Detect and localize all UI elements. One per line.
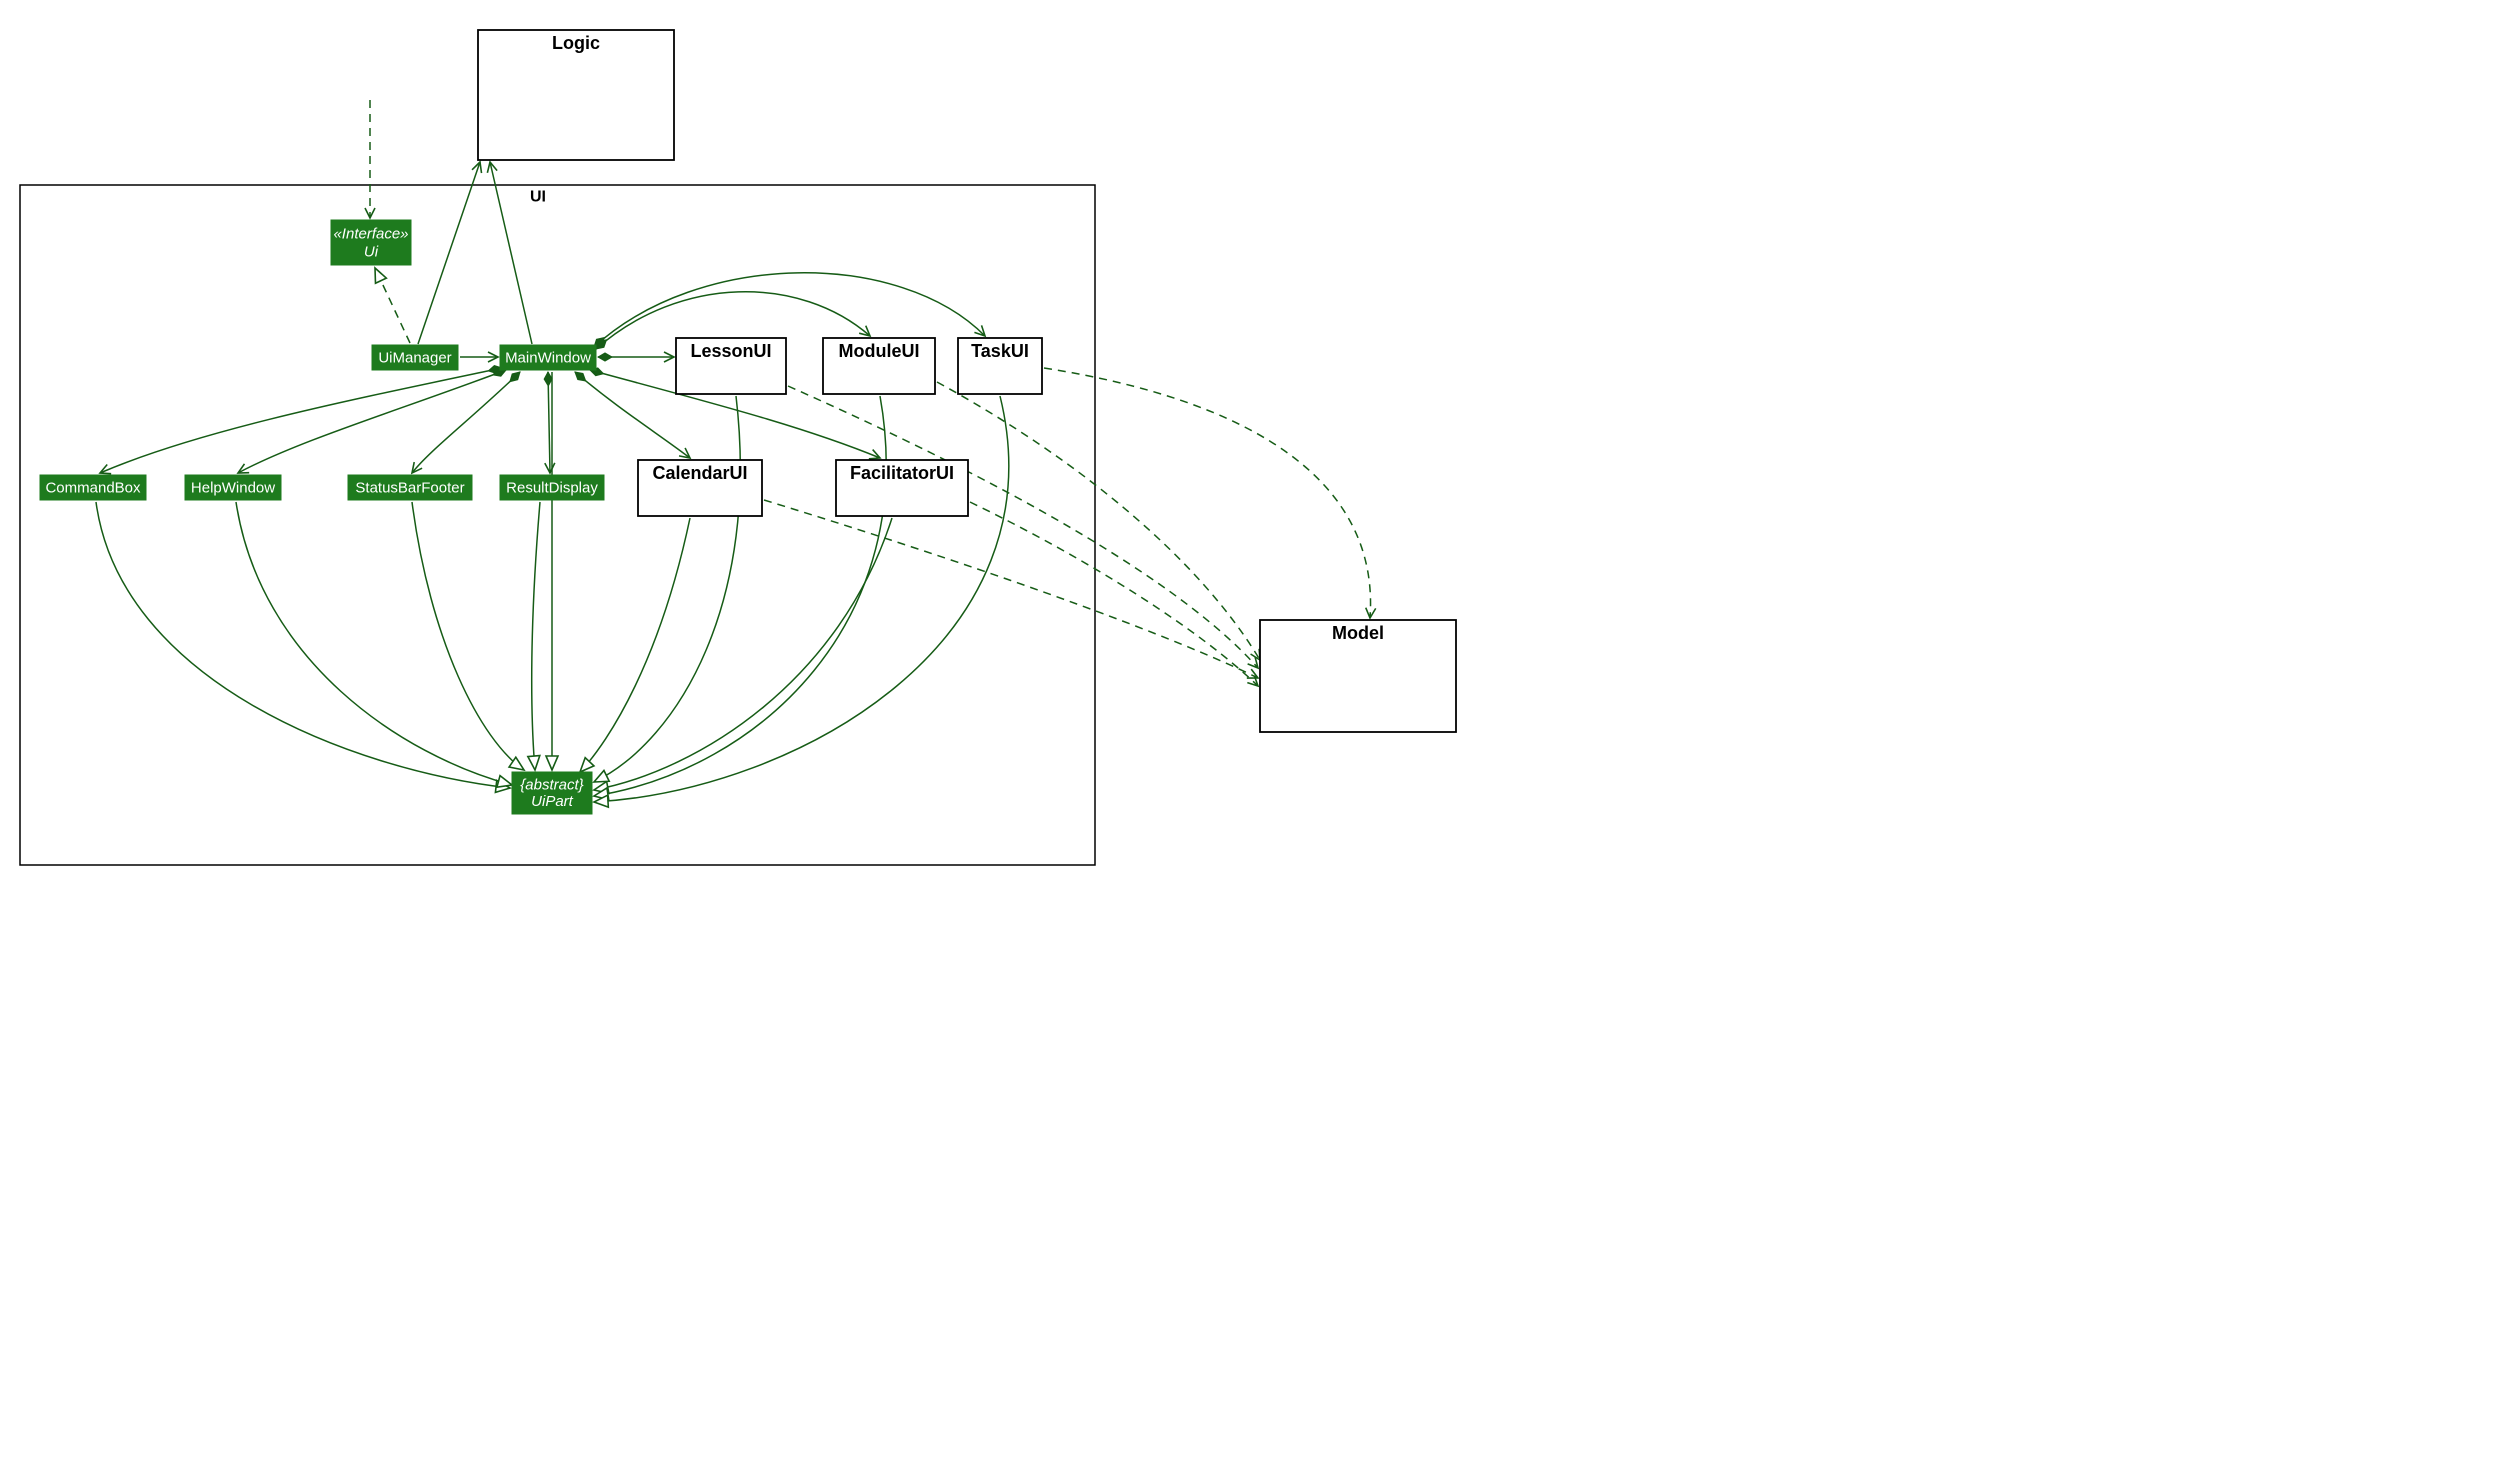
edge-lessonui-to-uipart	[594, 396, 740, 782]
node-label: UiManager	[378, 349, 451, 366]
edge-facilitatorui-to-uipart	[594, 518, 892, 790]
node-label: Logic	[552, 33, 600, 53]
node-uipart: {abstract}UiPart	[512, 772, 592, 814]
node-mainwindow: MainWindow	[500, 345, 596, 370]
node-taskui: TaskUI	[958, 338, 1042, 394]
node-commandbox: CommandBox	[40, 475, 146, 500]
uml-diagram: UILogic«Interface»UiUiManagerMainWindowL…	[0, 0, 1550, 910]
edge-uimanager-to-ui_interface	[375, 268, 410, 343]
node-label: StatusBarFooter	[355, 479, 464, 496]
edge-mainwindow-to-logic	[490, 162, 532, 344]
node-label-bottom: UiPart	[531, 793, 574, 810]
node-label: CommandBox	[45, 479, 141, 496]
edge-mainwindow-to-commandbox	[100, 368, 502, 473]
node-resultdisplay: ResultDisplay	[500, 475, 604, 500]
node-label-bottom: Ui	[364, 243, 379, 260]
edge-commandbox-to-uipart	[96, 502, 510, 788]
edge-resultdisplay-to-uipart	[532, 502, 540, 770]
node-label: TaskUI	[971, 341, 1029, 361]
node-facilitatorui: FacilitatorUI	[836, 460, 968, 516]
node-ui_interface: «Interface»Ui	[331, 220, 411, 265]
node-label: HelpWindow	[191, 479, 275, 496]
edge-taskui-to-model	[1044, 368, 1371, 618]
edge-mainwindow-to-statusbar	[412, 372, 520, 473]
node-label: LessonUI	[690, 341, 771, 361]
node-calendarui: CalendarUI	[638, 460, 762, 516]
node-logic: Logic	[478, 30, 674, 160]
node-label: MainWindow	[505, 349, 591, 366]
node-label: CalendarUI	[652, 463, 747, 483]
edges-layer	[96, 100, 1371, 802]
edge-statusbar-to-uipart	[412, 502, 524, 770]
node-helpwindow: HelpWindow	[185, 475, 281, 500]
node-lessonui: LessonUI	[676, 338, 786, 394]
node-statusbar: StatusBarFooter	[348, 475, 472, 500]
node-label-top: {abstract}	[520, 776, 583, 793]
edge-moduleui-to-model	[937, 382, 1260, 660]
edge-taskui-to-uipart	[594, 396, 1009, 802]
node-moduleui: ModuleUI	[823, 338, 935, 394]
edge-mainwindow-to-calendarui	[575, 372, 690, 458]
node-label-top: «Interface»	[333, 225, 408, 242]
edge-calendarui-to-model	[764, 500, 1258, 678]
edge-uimanager-to-logic	[418, 162, 480, 344]
node-label: Model	[1332, 623, 1384, 643]
node-model: Model	[1260, 620, 1456, 732]
edge-helpwindow-to-uipart	[236, 502, 512, 785]
frame-label: UI	[530, 188, 546, 205]
node-label: FacilitatorUI	[850, 463, 954, 483]
edge-lessonui-to-model	[788, 386, 1258, 668]
frame-ui	[20, 185, 1095, 865]
nodes-layer: Logic «Interface»Ui UiManager MainWindow Les…	[40, 30, 1456, 814]
edge-mainwindow-to-taskui	[594, 273, 985, 347]
node-label: ResultDisplay	[506, 479, 598, 496]
node-uimanager: UiManager	[372, 345, 458, 370]
node-label: ModuleUI	[839, 341, 920, 361]
edge-mainwindow-to-resultdisplay	[548, 372, 550, 473]
edge-calendarui-to-uipart	[580, 518, 690, 772]
